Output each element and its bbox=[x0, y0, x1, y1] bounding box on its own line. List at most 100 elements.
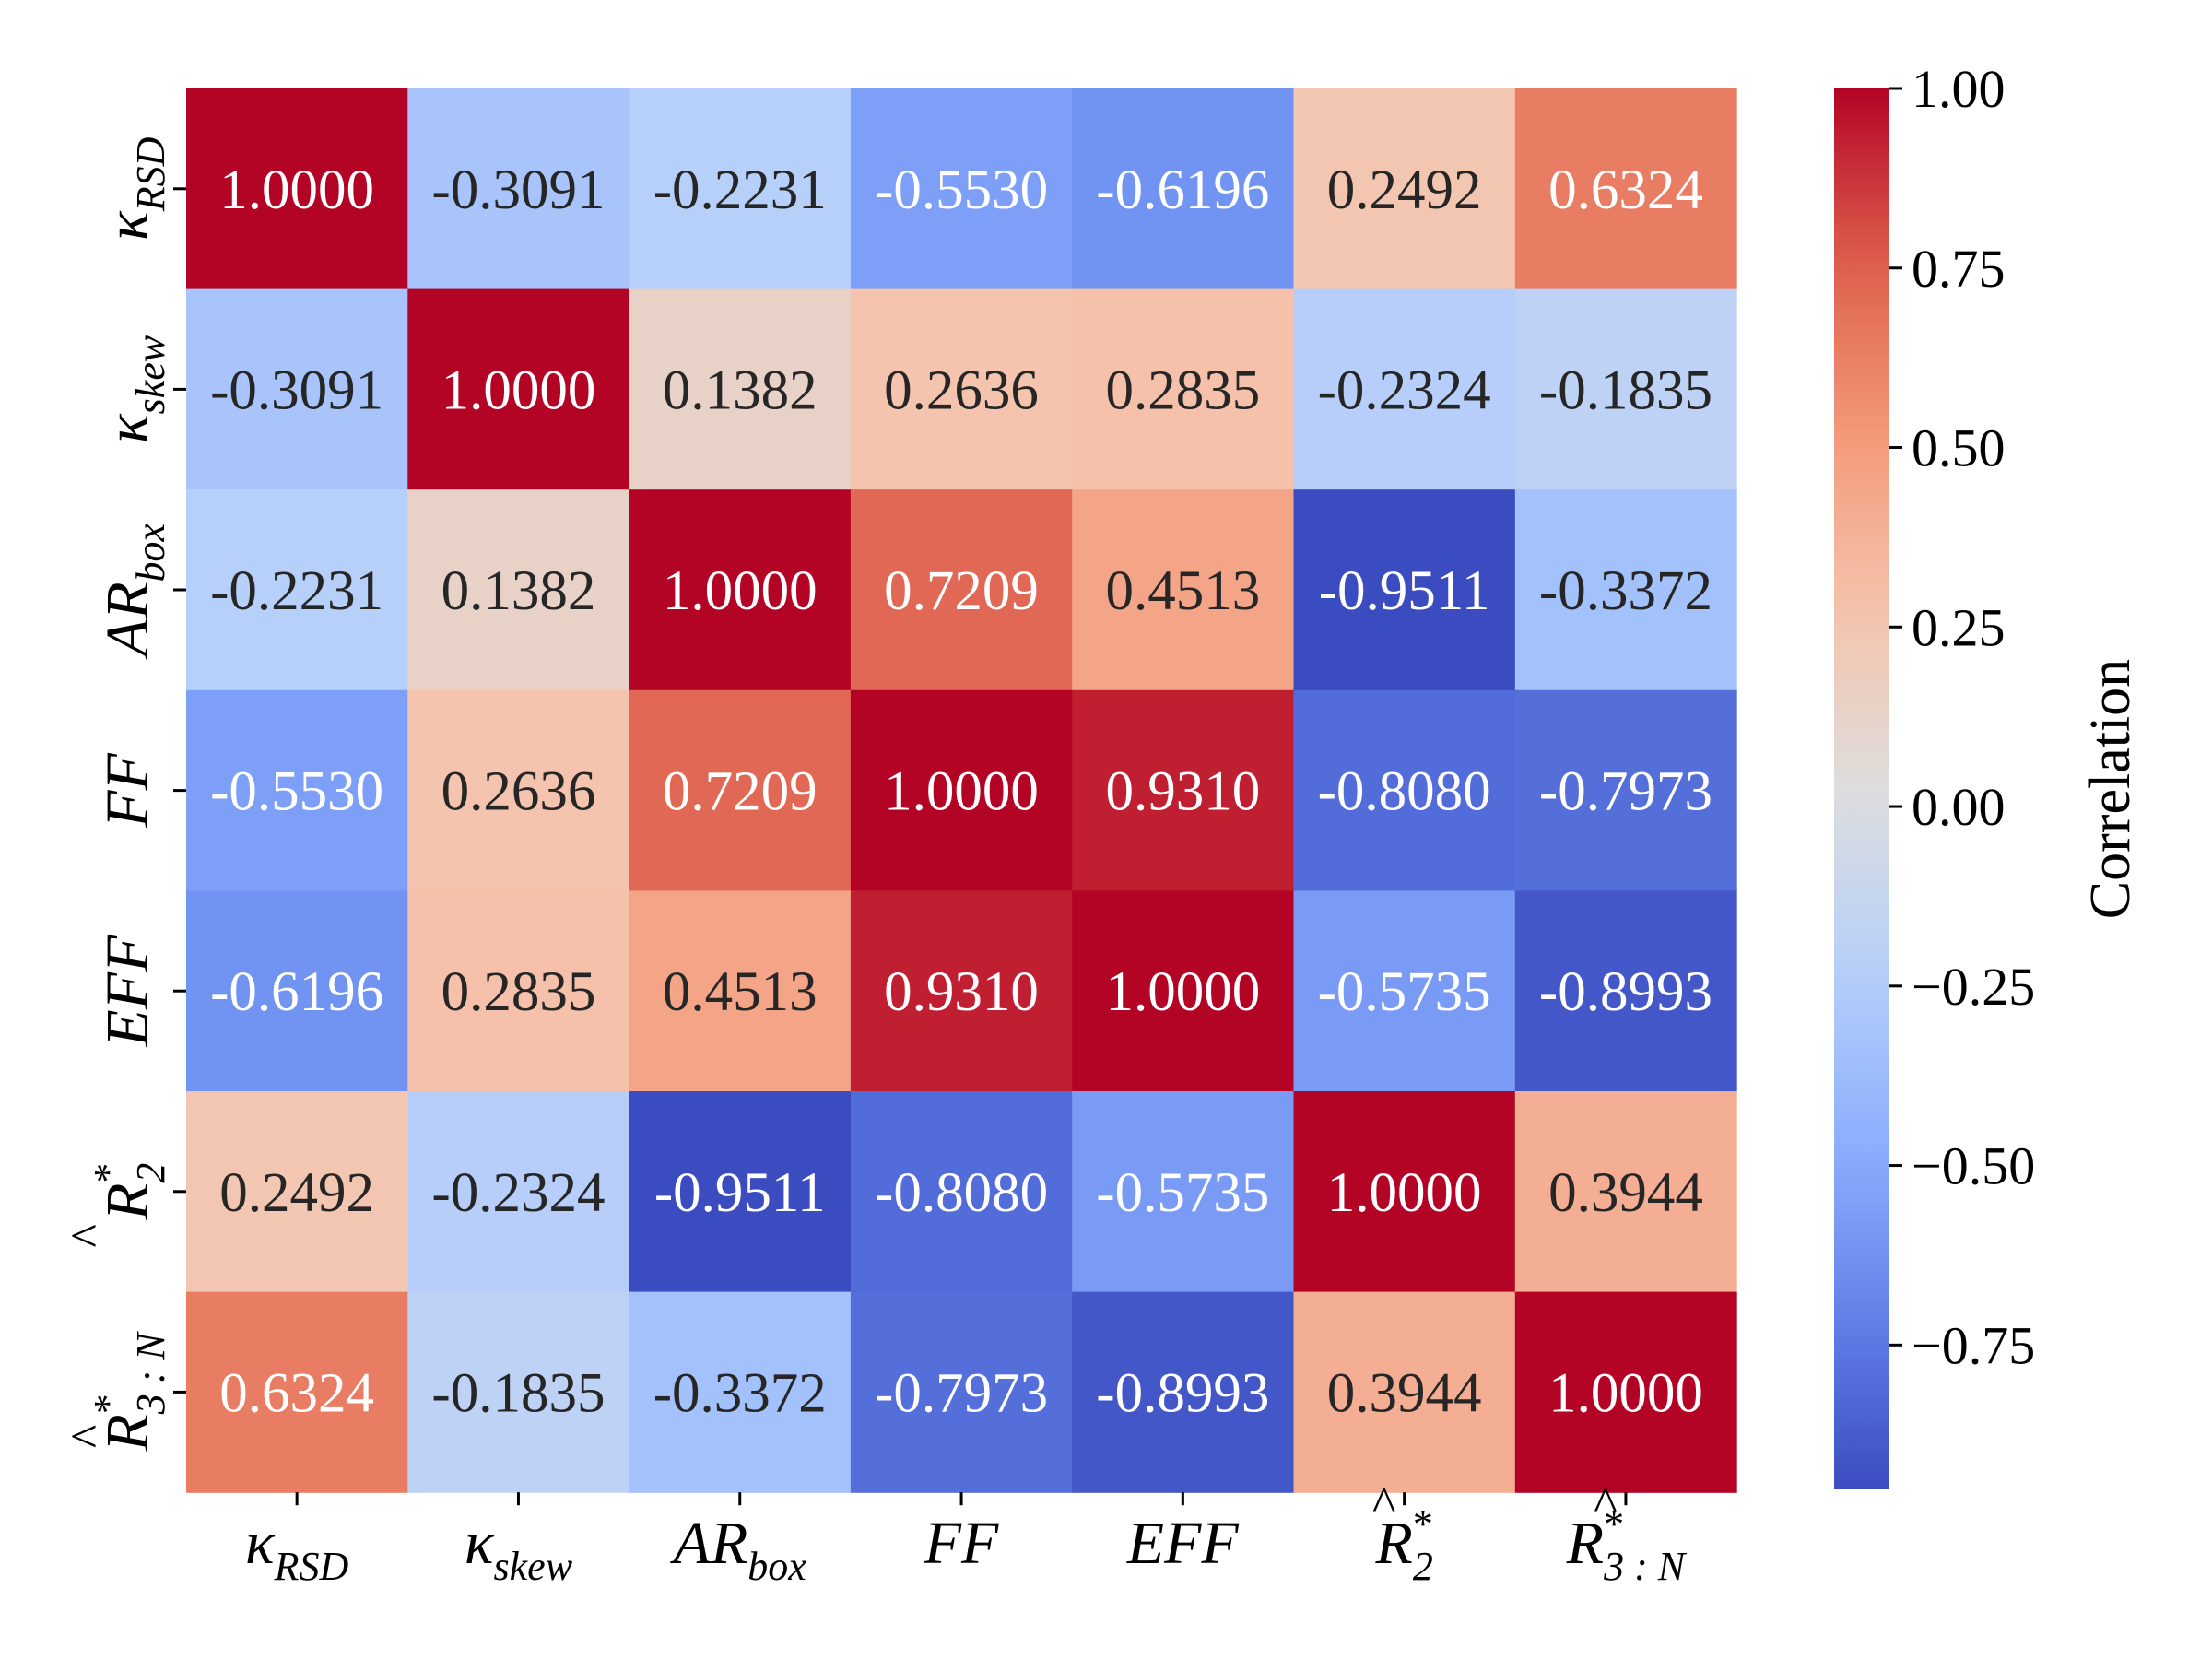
cell-value-3-2: 0.7209 bbox=[663, 761, 818, 823]
heatmap-cell-5-3 bbox=[850, 1091, 1073, 1293]
cell-value-3-0: -0.5530 bbox=[210, 761, 383, 823]
colorbar-tick-label-1: 0.75 bbox=[1912, 239, 2006, 299]
heatmap-cell-6-1 bbox=[407, 1291, 630, 1493]
cell-value-4-3: 0.9310 bbox=[884, 961, 1039, 1023]
cell-value-3-6: -0.7973 bbox=[1539, 761, 1712, 823]
heatmap-cell-6-5 bbox=[1293, 1291, 1516, 1493]
heatmap-cells bbox=[186, 88, 1737, 1493]
y-tick-label-2: ARbox bbox=[94, 523, 173, 660]
cell-value-6-2: -0.3372 bbox=[653, 1362, 827, 1424]
y-hat-accent-5: ^ bbox=[61, 1224, 116, 1247]
cell-value-1-4: 0.2835 bbox=[1105, 359, 1260, 421]
heatmap-cell-0-4 bbox=[1072, 88, 1295, 290]
cell-value-5-2: -0.9511 bbox=[654, 1162, 826, 1224]
cell-value-2-6: -0.3372 bbox=[1539, 560, 1712, 622]
y-tick-label-5: R*2 bbox=[86, 1163, 173, 1221]
cell-value-2-1: 0.1382 bbox=[441, 560, 596, 622]
x-hat-accent-6: ^ bbox=[1594, 1477, 1617, 1532]
x-tick-label-1: κskew bbox=[465, 1510, 573, 1589]
x-tick-label-3: FF bbox=[924, 1510, 999, 1577]
cell-value-3-1: 0.2636 bbox=[441, 761, 596, 823]
cell-value-1-2: 0.1382 bbox=[663, 359, 818, 421]
heatmap-cell-0-6 bbox=[1514, 88, 1737, 290]
heatmap-cell-4-3 bbox=[850, 890, 1073, 1092]
heatmap-cell-1-3 bbox=[850, 288, 1073, 490]
cell-value-1-6: -0.1835 bbox=[1539, 359, 1712, 421]
heatmap-cell-4-2 bbox=[629, 890, 852, 1092]
cell-value-3-3: 1.0000 bbox=[884, 761, 1039, 823]
cell-value-3-4: 0.9310 bbox=[1105, 761, 1260, 823]
y-tick-label-4: EFF bbox=[94, 935, 161, 1048]
y-tick-label-1: κskew bbox=[94, 335, 173, 443]
heatmap-cell-1-5 bbox=[1293, 288, 1516, 490]
cell-value-5-4: -0.5735 bbox=[1096, 1162, 1269, 1224]
heatmap-cell-5-4 bbox=[1072, 1091, 1295, 1293]
heatmap-cell-0-2 bbox=[629, 88, 852, 290]
heatmap-cell-2-1 bbox=[407, 489, 630, 691]
heatmap-cell-5-0 bbox=[186, 1091, 408, 1293]
cell-value-0-1: -0.3091 bbox=[431, 159, 605, 221]
heatmap-cell-2-0 bbox=[186, 489, 408, 691]
heatmap-cell-1-1 bbox=[407, 288, 630, 490]
cell-value-6-4: -0.8993 bbox=[1096, 1362, 1269, 1424]
cell-value-6-0: 0.6324 bbox=[219, 1362, 374, 1424]
cell-value-2-2: 1.0000 bbox=[663, 560, 818, 622]
cell-annotations: 1.0000 -0.3091 -0.2231 -0.5530 -0.6196 0.2492… bbox=[210, 159, 1712, 1425]
cell-value-1-1: 1.0000 bbox=[441, 359, 596, 421]
cell-value-0-6: 0.6324 bbox=[1548, 159, 1703, 221]
heatmap-cell-0-5 bbox=[1293, 88, 1516, 290]
cell-value-3-5: -0.8080 bbox=[1318, 761, 1491, 823]
cell-value-1-3: 0.2636 bbox=[884, 359, 1039, 421]
heatmap-cell-2-4 bbox=[1072, 489, 1295, 691]
heatmap-cell-3-6 bbox=[1514, 689, 1737, 891]
heatmap-cell-3-1 bbox=[407, 689, 630, 891]
cell-value-1-5: -0.2324 bbox=[1318, 359, 1491, 421]
y-hat-accent-6: ^ bbox=[61, 1425, 116, 1448]
cell-value-5-6: 0.3944 bbox=[1548, 1162, 1703, 1224]
heatmap-cell-6-3 bbox=[850, 1291, 1073, 1493]
cell-value-4-4: 1.0000 bbox=[1105, 961, 1260, 1023]
heatmap-cell-3-0 bbox=[186, 689, 408, 891]
heatmap-cell-2-5 bbox=[1293, 489, 1516, 691]
colorbar-tick-label-5: −0.25 bbox=[1912, 957, 2035, 1017]
cell-value-4-0: -0.6196 bbox=[210, 961, 383, 1023]
colorbar-tick-label-6: −0.50 bbox=[1912, 1136, 2035, 1196]
heatmap-cell-0-3 bbox=[850, 88, 1073, 290]
x-tick-label-4: EFF bbox=[1126, 1510, 1240, 1577]
heatmap-cell-4-6 bbox=[1514, 890, 1737, 1092]
cell-value-2-5: -0.9511 bbox=[1319, 560, 1490, 622]
heatmap-cell-5-5 bbox=[1293, 1091, 1516, 1293]
cell-value-0-4: -0.6196 bbox=[1096, 159, 1269, 221]
colorbar-tick-label-0: 1.00 bbox=[1912, 59, 2006, 119]
cell-value-6-3: -0.7973 bbox=[875, 1362, 1048, 1424]
cell-value-0-2: -0.2231 bbox=[653, 159, 827, 221]
colorbar-tick-label-3: 0.25 bbox=[1912, 597, 2006, 657]
heatmap-cell-4-4 bbox=[1072, 890, 1295, 1092]
cell-value-4-2: 0.4513 bbox=[663, 961, 818, 1023]
heatmap-cell-1-2 bbox=[629, 288, 852, 490]
y-tick-label-3: FF bbox=[94, 753, 161, 829]
heatmap-cell-4-1 bbox=[407, 890, 630, 1092]
heatmap-cell-6-6 bbox=[1514, 1291, 1737, 1493]
colorbar-tick-label-2: 0.50 bbox=[1912, 418, 2006, 478]
heatmap-cell-4-0 bbox=[186, 890, 408, 1092]
cell-value-2-4: 0.4513 bbox=[1105, 560, 1260, 622]
cell-value-5-3: -0.8080 bbox=[875, 1162, 1048, 1224]
x-tick-label-5: R* 2 bbox=[1374, 1501, 1432, 1589]
cell-value-2-3: 0.7209 bbox=[884, 560, 1039, 622]
heatmap-cell-3-2 bbox=[629, 689, 852, 891]
heatmap-cell-6-4 bbox=[1072, 1291, 1295, 1493]
heatmap-cell-2-6 bbox=[1514, 489, 1737, 691]
cell-value-0-5: 0.2492 bbox=[1327, 159, 1482, 221]
cell-value-4-5: -0.5735 bbox=[1318, 961, 1491, 1023]
heatmap-cell-1-0 bbox=[186, 288, 408, 490]
heatmap-cell-1-4 bbox=[1072, 288, 1295, 490]
cell-value-6-1: -0.1835 bbox=[431, 1362, 605, 1424]
heatmap-cell-5-1 bbox=[407, 1091, 630, 1293]
heatmap-cell-2-3 bbox=[850, 489, 1073, 691]
heatmap-cell-3-3 bbox=[850, 689, 1073, 891]
heatmap-cell-6-0 bbox=[186, 1291, 408, 1493]
x-tick-label-0: κRSD bbox=[245, 1510, 349, 1589]
colorbar-gradient bbox=[1834, 88, 1889, 1489]
